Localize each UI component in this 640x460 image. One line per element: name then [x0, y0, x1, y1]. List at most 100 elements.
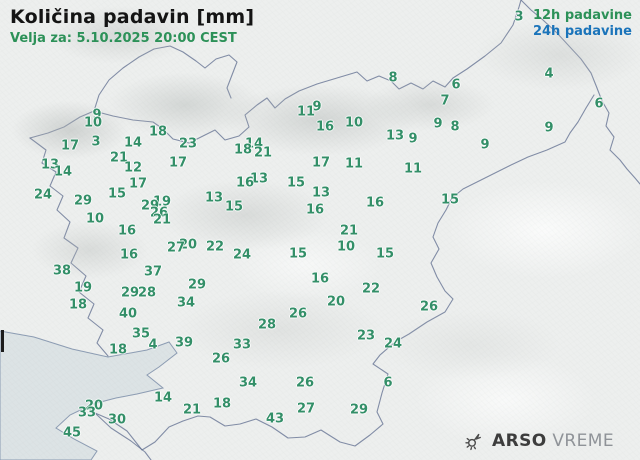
station-value: 40 [118, 306, 138, 322]
station-value: 26 [295, 375, 315, 391]
station-value: 20 [326, 294, 346, 310]
station-value: 21 [339, 223, 359, 239]
station-value: 9 [544, 120, 554, 136]
station-value: 17 [311, 155, 331, 171]
station-value: 6 [594, 96, 604, 112]
station-value: 4 [148, 337, 158, 353]
station-value: 29 [187, 277, 207, 293]
station-value: 15 [286, 175, 306, 191]
brand-vreme: VREME [552, 431, 614, 451]
station-value: 11 [344, 156, 364, 172]
station-value: 16 [235, 175, 255, 191]
station-value: 28 [137, 285, 157, 301]
station-value: 15 [224, 199, 244, 215]
station-value: 11 [403, 161, 423, 177]
station-value: 29 [73, 193, 93, 209]
station-value: 23 [356, 328, 376, 344]
station-value: 16 [310, 271, 330, 287]
station-value: 3 [91, 134, 101, 150]
station-value: 27 [296, 401, 316, 417]
station-value: 29 [349, 402, 369, 418]
station-value: 33 [232, 337, 252, 353]
station-value: 18 [68, 297, 88, 313]
station-value: 29 [120, 285, 140, 301]
station-value: 26 [288, 306, 308, 322]
station-value: 45 [62, 425, 82, 441]
station-value: 14 [53, 164, 73, 180]
station-value: 13 [204, 190, 224, 206]
station-value: 26 [211, 351, 231, 367]
station-value: 21 [182, 402, 202, 418]
station-value: 33 [77, 405, 97, 421]
station-value: 16 [365, 195, 385, 211]
station-value: 24 [232, 247, 252, 263]
legend-12h-padavine[interactable]: 12h padavine [532, 8, 632, 23]
station-value: 14 [123, 135, 143, 151]
station-value: 16 [305, 202, 325, 218]
station-value: 24 [383, 336, 403, 352]
map-edge-tick [1, 330, 4, 352]
station-value: 7 [440, 93, 450, 109]
station-value: 37 [143, 264, 163, 280]
station-value: 15 [375, 246, 395, 262]
station-value: 10 [344, 115, 364, 131]
legend: 12h padavine 24h padavine [533, 8, 632, 40]
station-value: 13 [311, 185, 331, 201]
arso-vreme-logo: ARSO VREME [461, 430, 614, 452]
station-value: 17 [168, 155, 188, 171]
station-value: 15 [440, 192, 460, 208]
station-value: 14 [153, 390, 173, 406]
station-value: 11 [296, 104, 316, 120]
station-value: 22 [205, 239, 225, 255]
station-value: 13 [385, 128, 405, 144]
station-value: 16 [119, 247, 139, 263]
station-value: 18 [108, 342, 128, 358]
sun-icon [465, 433, 481, 451]
station-value: 17 [128, 176, 148, 192]
brand-arso: ARSO [492, 431, 547, 451]
legend-24h-padavine[interactable]: 24h padavine [532, 24, 632, 39]
station-value: 26 [419, 299, 439, 315]
station-value: 16 [117, 223, 137, 239]
station-value: 10 [85, 211, 105, 227]
station-value: 28 [257, 317, 277, 333]
station-value: 9 [480, 137, 490, 153]
station-value: 6 [451, 77, 461, 93]
station-value: 24 [33, 187, 53, 203]
station-value: 10 [83, 115, 103, 131]
station-value: 18 [148, 124, 168, 140]
station-value: 8 [450, 119, 460, 135]
station-value: 27 [166, 240, 186, 256]
station-value: 15 [288, 246, 308, 262]
station-value: 18 [212, 396, 232, 412]
station-value: 9 [408, 131, 418, 147]
station-value: 38 [52, 263, 72, 279]
station-value: 21 [152, 212, 172, 228]
valid-time: Velja za: 5.10.2025 20:00 CEST [10, 31, 237, 46]
station-value: 16 [315, 119, 335, 135]
page-title: Količina padavin [mm] [10, 6, 255, 28]
station-value: 34 [238, 375, 258, 391]
station-value: 10 [336, 239, 356, 255]
station-value: 35 [131, 326, 151, 342]
station-value: 18 [233, 142, 253, 158]
header: Količina padavin [mm] Velja za: 5.10.202… [10, 6, 254, 46]
station-value: 43 [265, 411, 285, 427]
station-value: 4 [544, 66, 554, 82]
station-value: 30 [107, 412, 127, 428]
station-value: 8 [388, 70, 398, 86]
station-value: 17 [60, 138, 80, 154]
station-value: 39 [174, 335, 194, 351]
station-value: 22 [361, 281, 381, 297]
station-value: 21 [253, 145, 273, 161]
station-value: 19 [73, 280, 93, 296]
brand-text: ARSO VREME [492, 431, 614, 451]
station-value: 3 [514, 9, 524, 25]
station-value: 23 [178, 136, 198, 152]
station-value: 12 [123, 160, 143, 176]
station-value: 34 [176, 295, 196, 311]
station-value: 6 [383, 375, 393, 391]
station-value: 15 [107, 186, 127, 202]
